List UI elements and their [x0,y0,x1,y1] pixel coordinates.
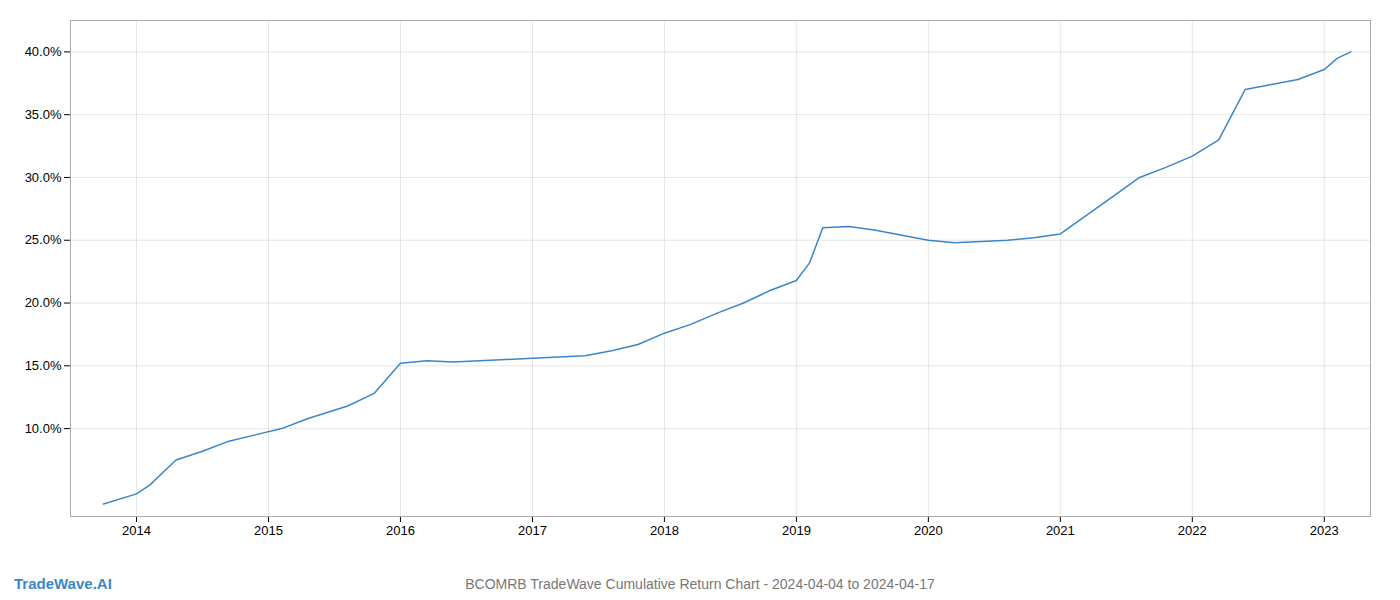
svg-text:10.0%: 10.0% [25,421,62,436]
svg-text:2019: 2019 [782,523,811,538]
svg-text:2016: 2016 [386,523,415,538]
svg-text:25.0%: 25.0% [25,232,62,247]
svg-text:2021: 2021 [1046,523,1075,538]
svg-text:2014: 2014 [122,523,151,538]
svg-text:2022: 2022 [1178,523,1207,538]
svg-text:20.0%: 20.0% [25,295,62,310]
svg-text:15.0%: 15.0% [25,358,62,373]
svg-text:2015: 2015 [254,523,283,538]
svg-text:30.0%: 30.0% [25,170,62,185]
svg-text:2018: 2018 [650,523,679,538]
svg-text:2017: 2017 [518,523,547,538]
html-text:BCOMRB TradeWave Cumulative Re: BCOMRB TradeWave Cumulative Return Chart… [465,576,935,592]
svg-text:40.0%: 40.0% [25,44,62,59]
svg-text:2020: 2020 [914,523,943,538]
svg-text:2023: 2023 [1310,523,1339,538]
svg-text:35.0%: 35.0% [25,107,62,122]
html-text:TradeWave.AI: TradeWave.AI [14,575,112,592]
